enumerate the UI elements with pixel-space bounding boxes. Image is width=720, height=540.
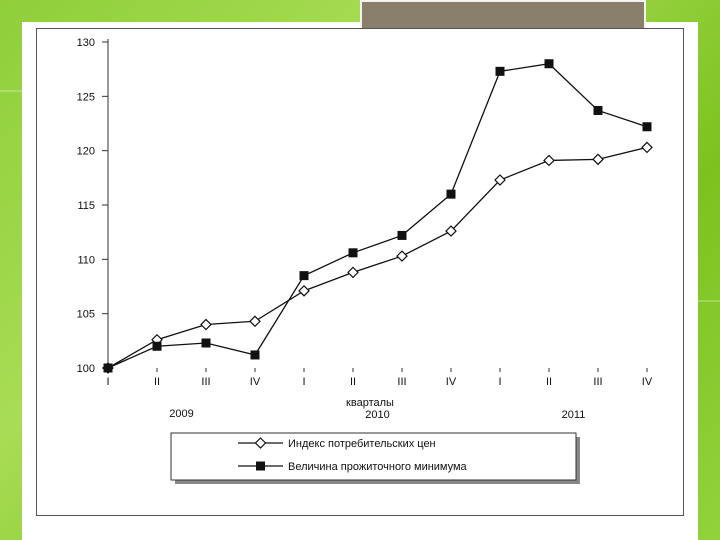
x-tick-label: III <box>201 376 210 388</box>
data-point-square <box>152 341 162 351</box>
x-tick-label: II <box>350 376 356 388</box>
x-tick-label: IV <box>446 376 457 388</box>
y-tick-label: 110 <box>77 254 95 266</box>
data-point-diamond <box>200 318 212 331</box>
x-tick-label: II <box>154 376 160 388</box>
data-point-diamond <box>445 225 457 237</box>
y-tick-label: 115 <box>77 200 95 212</box>
y-tick-label: 100 <box>77 363 95 375</box>
legend-label: Индекс потребительских цен <box>288 438 436 450</box>
legend: Индекс потребительских цен Величина прожи… <box>170 432 580 484</box>
x-axis-label: кварталы <box>346 397 394 409</box>
x-tick-label: I <box>106 376 109 388</box>
data-point-square <box>103 363 113 373</box>
x-tick-label: I <box>498 376 501 388</box>
y-tick-label: 130 <box>77 37 95 49</box>
data-point-square <box>544 59 554 69</box>
y-tick-label: 125 <box>77 91 95 103</box>
y-tick-label: 120 <box>77 146 95 158</box>
legend-marker-square <box>256 461 265 471</box>
data-point-square <box>495 66 505 76</box>
data-point-diamond <box>592 153 604 166</box>
x-tick-label: IV <box>250 376 261 388</box>
data-point-square <box>397 230 407 240</box>
data-point-square <box>348 248 358 258</box>
data-point-square <box>593 105 603 115</box>
legend-label: Величина прожиточного минимума <box>288 461 468 473</box>
data-point-diamond <box>298 284 310 297</box>
data-point-square <box>201 338 211 348</box>
year-label: 2011 <box>562 409 586 421</box>
title-tab <box>360 0 646 30</box>
chart-frame: 100 105 110 115 120 125 130 I II III IV I II III IV I I… <box>36 28 684 516</box>
y-tick-label: 105 <box>77 309 95 321</box>
data-point-diamond <box>494 174 506 186</box>
x-tick-label: II <box>546 376 552 388</box>
data-point-square <box>642 122 652 132</box>
legend-marker-diamond <box>254 437 267 449</box>
x-tick-label: IV <box>642 376 653 388</box>
x-tick-label: III <box>397 376 406 388</box>
series-line <box>107 63 648 369</box>
data-point-diamond <box>347 266 359 279</box>
data-point-square <box>299 271 309 281</box>
series-line <box>107 146 648 369</box>
data-point-square <box>250 350 260 360</box>
data-point-diamond <box>641 141 653 154</box>
data-point-diamond <box>396 250 408 262</box>
data-point-diamond <box>249 315 261 328</box>
x-tick-label: III <box>593 376 602 388</box>
data-point-diamond <box>543 154 555 167</box>
background-stripe <box>0 90 22 92</box>
year-label: 2009 <box>169 408 193 420</box>
data-point-square <box>446 189 456 199</box>
x-tick-label: I <box>302 376 305 388</box>
legend-box <box>170 432 577 481</box>
year-label: 2010 <box>365 409 389 421</box>
background-stripe <box>698 300 720 302</box>
